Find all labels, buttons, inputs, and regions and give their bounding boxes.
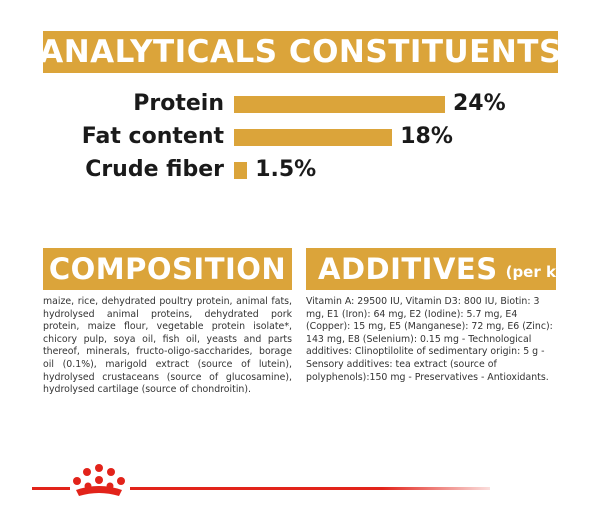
analytics-row-label: Fat content — [81, 124, 224, 149]
additives-title: ADDITIVES — [318, 252, 498, 286]
analytics-row-label: Crude fiber — [85, 157, 224, 182]
analytics-bar-value: 24% — [453, 91, 506, 116]
analytics-bar-value: 18% — [400, 124, 453, 149]
analytics-bar-value: 1.5% — [255, 157, 317, 182]
analytics-bar — [234, 96, 445, 113]
crown-icon — [73, 464, 125, 496]
composition-title: COMPOSITION — [43, 248, 292, 290]
analytics-bar — [234, 162, 248, 179]
footer-line-right — [130, 487, 490, 490]
analytics-row: Crude fiber 1.5% — [0, 155, 600, 185]
additives-unit: (per kg) — [505, 263, 574, 281]
composition-text: maize, rice, dehydrated poultry protein,… — [43, 296, 292, 396]
footer-line-left — [32, 487, 70, 490]
analytics-title: ANALYTICALS CONSTITUENTS — [39, 31, 561, 73]
analytics-bar — [234, 129, 393, 146]
analytics-row-label: Protein — [133, 91, 224, 116]
additives-text: Vitamin A: 29500 IU, Vitamin D3: 800 IU,… — [306, 296, 553, 383]
analytics-row: Protein 24% — [0, 89, 600, 119]
additives-title-banner: ADDITIVES (per kg) — [306, 248, 574, 290]
analytics-row: Fat content 18% — [0, 122, 600, 152]
